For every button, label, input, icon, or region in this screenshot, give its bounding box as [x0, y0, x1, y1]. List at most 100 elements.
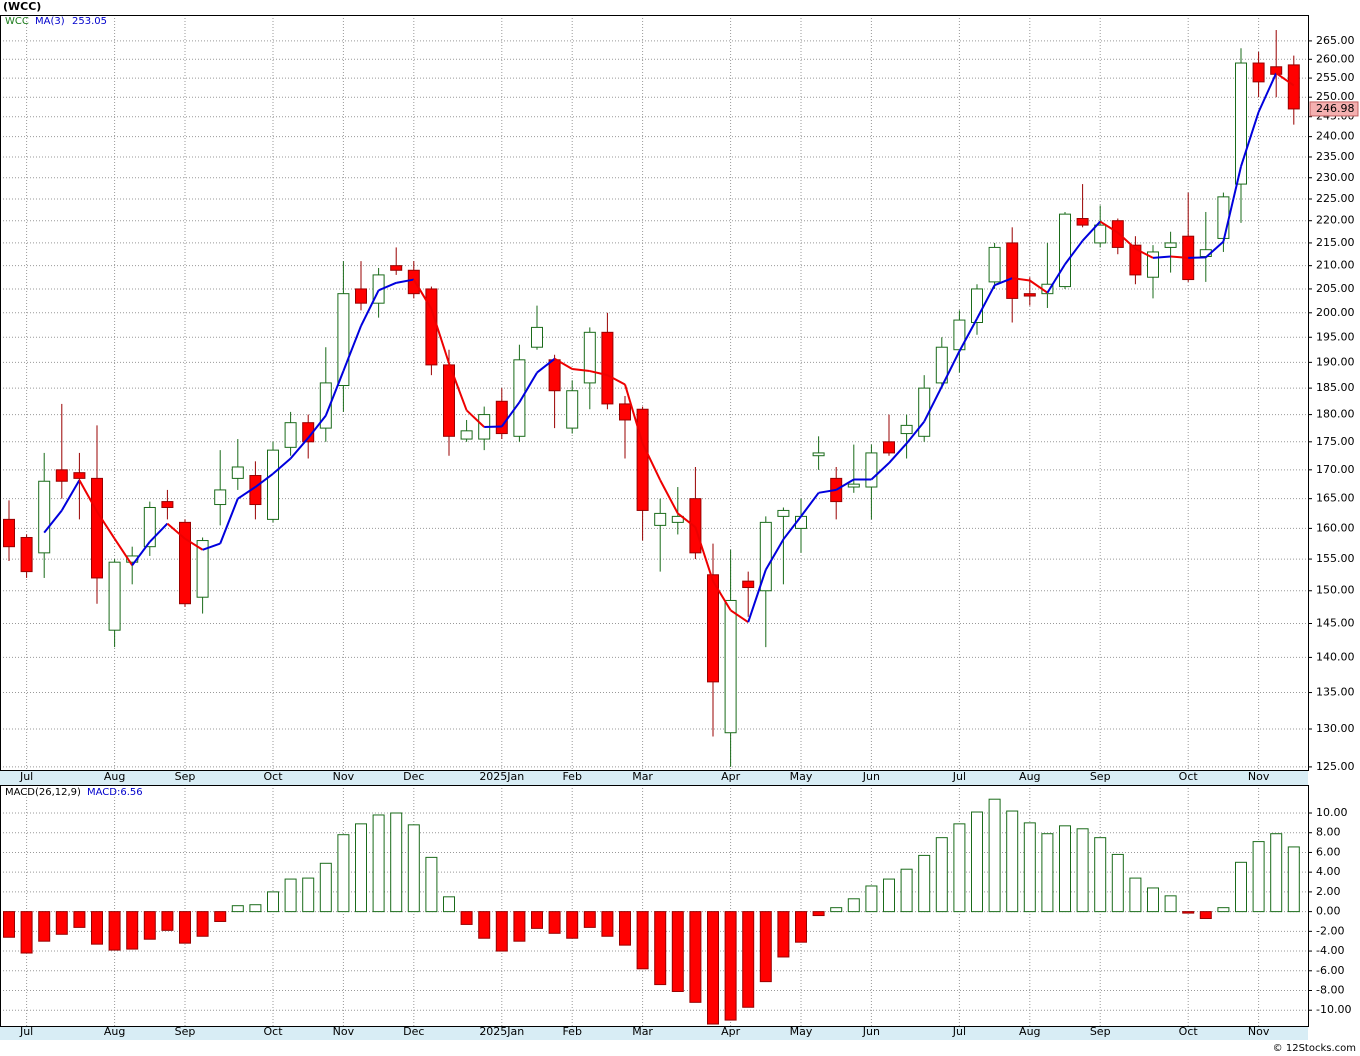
candle-body: [1006, 242, 1019, 299]
ma-line: [923, 386, 943, 423]
x-tick-label: Oct: [1179, 770, 1199, 783]
ma-line: [1134, 247, 1154, 259]
macd-bar: [1111, 853, 1124, 913]
plot-layer: [0, 15, 1312, 1026]
candle-body: [1147, 251, 1159, 278]
candle-body: [742, 580, 755, 589]
candle-body: [1059, 213, 1071, 288]
x-axis-band: [0, 1026, 1308, 1040]
ma-line: [1205, 240, 1225, 259]
ma-line: [237, 486, 256, 500]
macd-bar: [1094, 837, 1107, 913]
y-tick-label: -10.00: [1316, 1003, 1351, 1016]
y-tick-label: 175.00: [1316, 435, 1355, 448]
macd-bar: [971, 811, 983, 913]
candle-body: [73, 472, 86, 479]
candle-body: [38, 480, 51, 554]
y-tick-label: 210.00: [1316, 259, 1355, 272]
ma-line: [184, 537, 204, 551]
ma-line: [166, 522, 186, 540]
ma-line: [818, 488, 837, 494]
macd-bar: [1023, 822, 1036, 913]
y-tick-label: 145.00: [1316, 617, 1355, 630]
ma-line: [1064, 240, 1084, 265]
ma-line: [1170, 255, 1189, 259]
macd-bar: [654, 911, 667, 986]
last-price-label: 246.98: [1316, 102, 1355, 115]
candle-body: [20, 536, 33, 573]
x-tick-label: Jul: [19, 770, 33, 783]
x-tick-label: Mar: [632, 770, 653, 783]
x-tick-label: Nov: [1248, 1025, 1270, 1038]
y-tick-label: 160.00: [1316, 521, 1355, 534]
legend-symbol: WCC: [5, 16, 29, 27]
ma-line: [870, 462, 890, 481]
legend-ma-value: 253.05: [72, 16, 107, 27]
candle-body: [231, 466, 244, 479]
macd-bar: [1041, 833, 1054, 913]
candle-body: [179, 521, 191, 605]
y-tick-label: 0.00: [1316, 905, 1341, 918]
y-tick-label: 150.00: [1316, 584, 1355, 597]
y-tick-label: 170.00: [1316, 463, 1355, 476]
ma-line: [940, 350, 961, 388]
macd-bar: [214, 911, 227, 922]
y-tick-label: -4.00: [1316, 944, 1344, 957]
candle-body: [513, 359, 526, 437]
macd-bar: [1076, 828, 1089, 913]
ma-line: [641, 443, 662, 481]
ma-line: [782, 515, 802, 540]
macd-bar: [636, 911, 649, 970]
macd-bar: [671, 911, 684, 992]
ma-line: [131, 541, 151, 566]
macd-bar: [1164, 895, 1177, 913]
y-tick-label: 230.00: [1316, 171, 1355, 184]
macd-bar: [619, 911, 631, 946]
macd-bar: [196, 911, 209, 937]
x-tick-label: Sep: [1090, 1025, 1111, 1038]
ma-line: [500, 401, 521, 428]
macd-bar: [231, 905, 244, 913]
candle-body: [1111, 220, 1124, 248]
ma-line: [219, 498, 239, 544]
macd-bar: [847, 898, 860, 913]
ma-line: [254, 473, 274, 488]
macd-bar: [865, 885, 878, 913]
ma-line: [994, 277, 1013, 287]
x-tick-label: Aug: [104, 1025, 125, 1038]
y-tick-label: 265.00: [1316, 34, 1355, 47]
ma-line: [484, 425, 502, 429]
candle-body: [566, 390, 579, 429]
ma-line: [1257, 72, 1278, 113]
x-tick-label: 2025Jan: [479, 1025, 524, 1038]
x-tick-label: Nov: [1248, 770, 1270, 783]
y-tick-label: 250.00: [1316, 90, 1355, 103]
candle-body: [847, 483, 860, 488]
y-tick-label: 215.00: [1316, 236, 1355, 249]
x-tick-label: Feb: [562, 1025, 581, 1038]
ma-line: [572, 367, 590, 373]
chart-title: (WCC): [3, 0, 41, 13]
y-tick-label: 195.00: [1316, 330, 1355, 343]
ma-line: [677, 512, 697, 528]
candle-body: [1287, 64, 1300, 110]
macd-bar: [830, 907, 843, 913]
candle-body: [1217, 196, 1230, 239]
macd-bar: [161, 911, 174, 931]
macd-bar: [390, 812, 403, 913]
x-tick-label: May: [790, 770, 813, 783]
ma-line: [958, 318, 978, 352]
candle-body: [1252, 62, 1265, 83]
candle-body: [390, 265, 403, 271]
ma-line: [1152, 255, 1171, 259]
ma-line: [835, 478, 855, 491]
y-tick-label: 235.00: [1316, 150, 1355, 163]
macd-bar: [478, 911, 491, 939]
x-tick-label: Jul: [952, 770, 966, 783]
y-tick-label: 10.00: [1316, 806, 1348, 819]
x-tick-label: Oct: [263, 1025, 283, 1038]
x-tick-label: Aug: [1019, 1025, 1040, 1038]
candle-body: [724, 599, 737, 734]
macd-bar: [566, 911, 579, 939]
y-tick-label: 255.00: [1316, 71, 1355, 84]
